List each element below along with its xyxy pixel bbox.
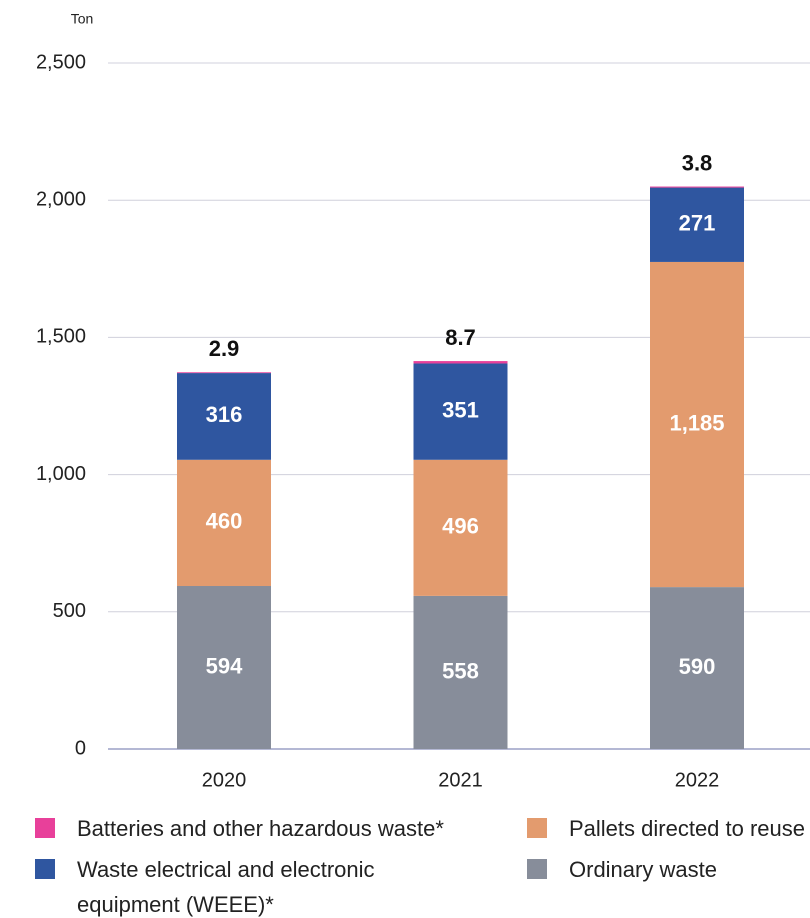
bar-segment — [413, 595, 508, 749]
legend-item: Ordinary waste — [527, 852, 810, 887]
bar-segment — [413, 363, 508, 460]
data-label: 460 — [206, 509, 243, 534]
y-tick-label: 2,500 — [36, 51, 86, 73]
bar-segment — [650, 261, 744, 588]
data-label: 558 — [442, 658, 479, 683]
y-tick-label: 0 — [75, 737, 86, 759]
data-label: 351 — [442, 397, 479, 422]
bar-segment — [650, 587, 744, 749]
legend-item: Waste electrical and electronic equipmen… — [35, 852, 435, 918]
bar-segment — [177, 586, 271, 749]
x-tick-label: 2020 — [202, 769, 247, 791]
y-axis-unit: Ton — [71, 11, 94, 27]
legend-label: Ordinary waste — [569, 857, 717, 882]
data-label: 1,185 — [669, 410, 724, 435]
legend-swatch — [527, 818, 547, 838]
data-label: 2.9 — [209, 336, 240, 361]
y-tick-label: 2,000 — [36, 188, 86, 210]
legend-swatch — [35, 818, 55, 838]
legend-label: Waste electrical and electronic equipmen… — [77, 857, 375, 917]
x-tick-label: 2021 — [438, 769, 483, 791]
data-label: 271 — [679, 211, 716, 236]
data-label: 590 — [679, 654, 716, 679]
bar-segment — [177, 372, 271, 374]
data-label: 3.8 — [682, 150, 713, 175]
data-label: 594 — [206, 653, 243, 678]
legend-label: Pallets directed to reuse — [569, 816, 806, 841]
bar-segment — [650, 186, 744, 188]
bar-segment — [177, 373, 271, 460]
data-label: 496 — [442, 514, 479, 539]
bar-segment — [650, 187, 744, 262]
data-label: 8.7 — [445, 325, 476, 350]
y-tick-label: 1,500 — [36, 326, 86, 348]
bar-segment — [413, 361, 508, 364]
legend-label: Batteries and other hazardous waste* — [77, 816, 444, 841]
legend-item: Pallets directed to reuse — [527, 811, 810, 846]
y-tick-label: 500 — [53, 600, 86, 622]
data-label: 316 — [206, 402, 243, 427]
bar-segment — [177, 459, 271, 587]
legend-swatch — [527, 859, 547, 879]
legend-item: Batteries and other hazardous waste* — [35, 811, 515, 846]
legend-swatch — [35, 859, 55, 879]
bar-segment — [413, 459, 508, 596]
y-tick-label: 1,000 — [36, 463, 86, 485]
x-tick-label: 2022 — [675, 769, 720, 791]
